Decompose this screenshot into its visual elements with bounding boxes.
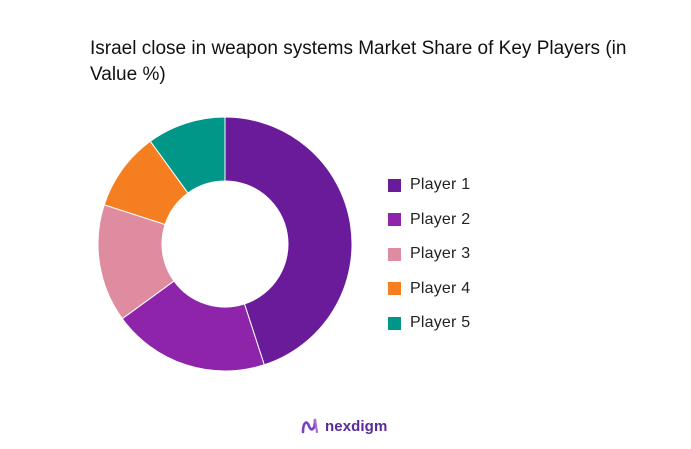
donut-slice-5 [149, 116, 226, 194]
legend-swatch [388, 316, 401, 330]
legend-label: Player 5 [410, 314, 471, 332]
legend-item-1: Player 1 [388, 168, 470, 203]
legend-item-2: Player 2 [388, 203, 470, 238]
legend-swatch [388, 213, 401, 227]
legend-swatch [388, 178, 401, 192]
legend-item-5: Player 5 [388, 306, 470, 341]
donut-slices [97, 116, 353, 372]
chart-legend: Player 1 Player 2 Player 3 Player 4 Player 5 [388, 168, 470, 341]
legend-label: Player 4 [410, 279, 471, 297]
brand-logo: nexdigm [300, 416, 387, 436]
donut-slice-2 [121, 280, 265, 372]
legend-label: Player 1 [410, 176, 471, 194]
legend-item-4: Player 4 [388, 272, 470, 307]
legend-label: Player 2 [410, 210, 471, 228]
nexdigm-logo-icon [301, 418, 319, 434]
donut-slice-1 [224, 116, 353, 366]
legend-label: Player 3 [410, 245, 471, 263]
legend-item-3: Player 3 [388, 237, 470, 272]
chart-title: Israel close in weapon systems Market Sh… [90, 38, 627, 85]
legend-swatch [388, 282, 401, 296]
legend-swatch [388, 247, 401, 261]
brand-name: nexdigm [325, 417, 388, 435]
